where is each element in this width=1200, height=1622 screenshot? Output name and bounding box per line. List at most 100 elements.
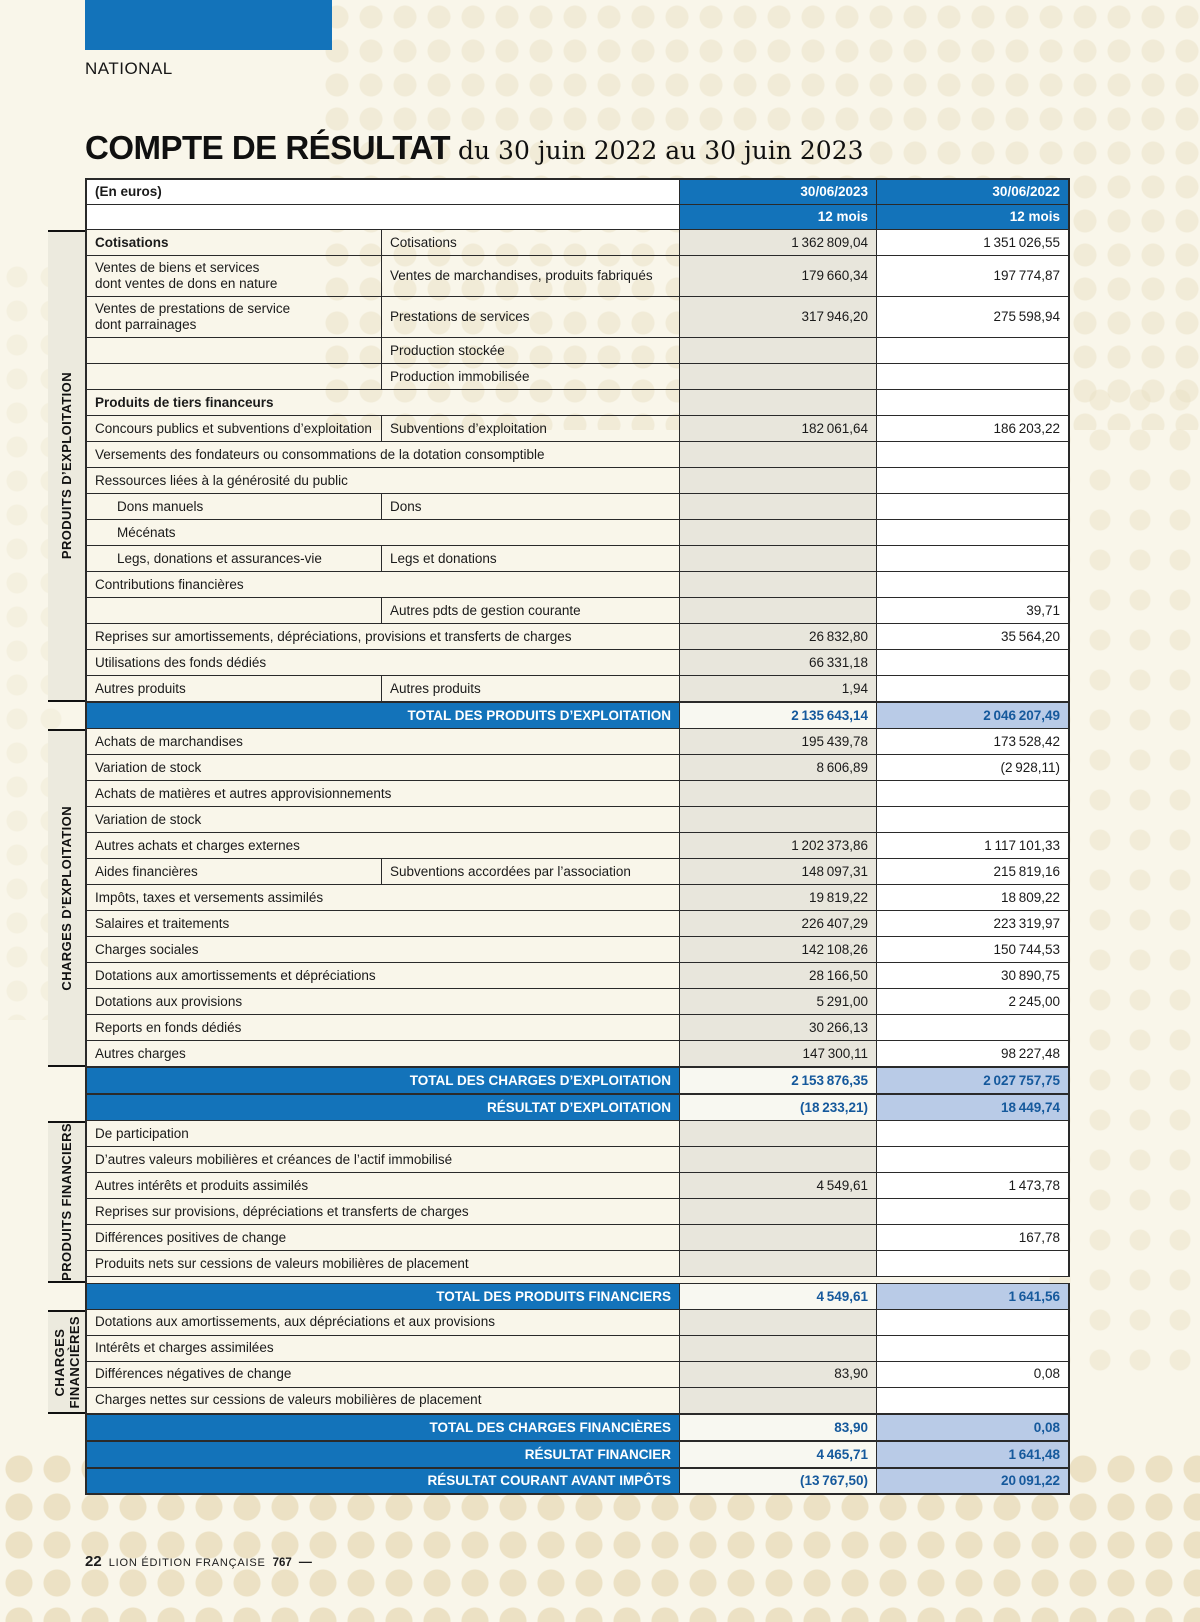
value-2022: 18 809,22 [877,885,1070,911]
table-row: Salaires et traitements 226 407,29 223 319… [87,911,1070,937]
row-sublabel: Production immobilisée [382,364,680,390]
value-2022 [877,1199,1070,1225]
table-row: Dotations aux amortissements, aux dépréc… [87,1309,1070,1336]
header-accent-bar [85,0,332,50]
row-sublabel: Subventions d’exploitation [382,416,680,442]
table-row: Autres pdts de gestion courante 39,71 [87,598,1070,624]
value-2022: 197 774,87 [877,256,1070,297]
table-row: Ventes de biens et services dont ventes … [87,256,1070,297]
row-label: Reprises sur amortissements, dépréciatio… [87,624,680,650]
value-2022 [877,572,1070,598]
value-2022: 39,71 [877,598,1070,624]
total-value-2022: 1 641,48 [877,1441,1070,1468]
value-2023: 148 097,31 [680,859,877,885]
value-2023: 226 407,29 [680,911,877,937]
value-2022: 275 598,94 [877,297,1070,338]
value-2022 [877,807,1070,833]
value-2022: 1 351 026,55 [877,230,1070,256]
row-label: Variation de stock [87,755,680,781]
total-row: RÉSULTAT COURANT AVANT IMPÔTS (13 767,50)… [85,1467,1070,1495]
total-value-2022: 0,08 [877,1414,1070,1441]
value-2022: 1 473,78 [877,1173,1070,1199]
value-2023: 28 166,50 [680,963,877,989]
table-row: Concours publics et subventions d’exploi… [87,416,1070,442]
side-strip: CHARGES FINANCIÈRES [48,1309,85,1414]
table-row: Autres intérêts et produits assimilés 4 5… [87,1173,1070,1199]
row-label: Ventes de biens et services dont ventes … [87,256,382,297]
row-label: Différences négatives de change [87,1361,680,1388]
income-statement-table: (En euros) 30/06/2023 30/06/2022 12 mois… [48,178,1070,1495]
row-label: Différences positives de change [87,1225,680,1251]
value-2023 [680,494,877,520]
table-body: PRODUITS D’EXPLOITATION Cotisations Cotisa… [48,230,1070,1495]
row-label: Ventes de prestations de service dont pa… [87,297,382,338]
value-2022 [877,1387,1070,1414]
section-3: CHARGES FINANCIÈRES Dotations aux amortis… [48,1309,1070,1414]
value-2022: 150 744,53 [877,937,1070,963]
total-value-2022: 2 046 207,49 [877,703,1070,729]
total-row: TOTAL DES PRODUITS FINANCIERS 4 549,61 1 6… [85,1282,1070,1310]
table-row: Autres achats et charges externes 1 202 3… [87,833,1070,859]
total-value-2022: 20 091,22 [877,1468,1070,1495]
page: NATIONAL COMPTE DE RÉSULTAT du 30 juin 20… [48,0,1070,1570]
value-2022 [877,364,1070,390]
page-number: 22 [85,1553,102,1570]
total-row: RÉSULTAT D’EXPLOITATION (18 233,21) 18 449… [85,1094,1070,1121]
value-2023: 1 202 373,86 [680,833,877,859]
table-row: D’autres valeurs mobilières et créances … [87,1147,1070,1173]
total-row: TOTAL DES CHARGES D’EXPLOITATION 2 153 87… [85,1067,1070,1094]
row-sublabel: Legs et donations [382,546,680,572]
table-row: Autres produits Autres produits 1,94 [87,676,1070,702]
row-label: Autres intérêts et produits assimilés [87,1173,680,1199]
value-2022: 30 890,75 [877,963,1070,989]
side-strip: PRODUITS D’EXPLOITATION [48,230,85,702]
column-header-date-2023: 30/06/2023 [680,180,877,205]
value-2023: 30 266,13 [680,1015,877,1041]
value-2022 [877,1015,1070,1041]
value-2023 [680,1309,877,1336]
table-row: Aides financières Subventions accordées p… [87,859,1070,885]
row-label: D’autres valeurs mobilières et créances … [87,1147,680,1173]
row-label [87,338,382,364]
row-label: Charges sociales [87,937,680,963]
value-2022 [877,1147,1070,1173]
table-row: Achats de marchandises 195 439,78 173 528,… [87,729,1070,755]
value-2022: 35 564,20 [877,624,1070,650]
row-label: Achats de marchandises [87,729,680,755]
value-2022: 0,08 [877,1361,1070,1388]
value-2023 [680,546,877,572]
section-rows: Dotations aux amortissements, aux dépréc… [85,1309,1070,1414]
value-2022: 2 245,00 [877,989,1070,1015]
table-row: Ventes de prestations de service dont pa… [87,297,1070,338]
section-2: PRODUITS FINANCIERS De participation D’aut… [48,1121,1070,1283]
side-strip-label: PRODUITS D’EXPLOITATION [59,372,74,560]
side-strip-label: PRODUITS FINANCIERS [59,1123,74,1281]
value-2022: 1 117 101,33 [877,833,1070,859]
value-2023: 142 108,26 [680,937,877,963]
row-label: Contributions financières [87,572,680,598]
side-strip-label: CHARGES D’EXPLOITATION [59,805,74,991]
table-row: Legs, donations et assurances-vie Legs et… [87,546,1070,572]
table-row: Utilisations des fonds dédiés 66 331,18 [87,650,1070,676]
side-strip: PRODUITS FINANCIERS [48,1121,85,1283]
value-2023: 66 331,18 [680,650,877,676]
value-2022 [877,1309,1070,1336]
row-sublabel: Subventions accordées par l’association [382,859,680,885]
value-2023 [680,1225,877,1251]
table-row: Versements des fondateurs ou consommatio… [87,442,1070,468]
value-2022 [877,1251,1070,1277]
row-label: Ressources liées à la générosité du publ… [87,468,680,494]
total-value-2023: 2 153 876,35 [680,1068,877,1094]
page-footer: 22 LION ÉDITION FRANÇAISE 767 — [85,1553,312,1570]
row-label: Concours publics et subventions d’exploi… [87,416,382,442]
total-value-2022: 2 027 757,75 [877,1068,1070,1094]
value-2022 [877,1121,1070,1147]
value-2022 [877,546,1070,572]
value-2023: 182 061,64 [680,416,877,442]
row-label: De participation [87,1121,680,1147]
section-rows: Cotisations Cotisations 1 362 809,04 1 351 … [85,230,1070,702]
table-row: Reprises sur amortissements, dépréciatio… [87,624,1070,650]
value-2023: 4 549,61 [680,1173,877,1199]
value-2023 [680,442,877,468]
table-row: Production stockée [87,338,1070,364]
